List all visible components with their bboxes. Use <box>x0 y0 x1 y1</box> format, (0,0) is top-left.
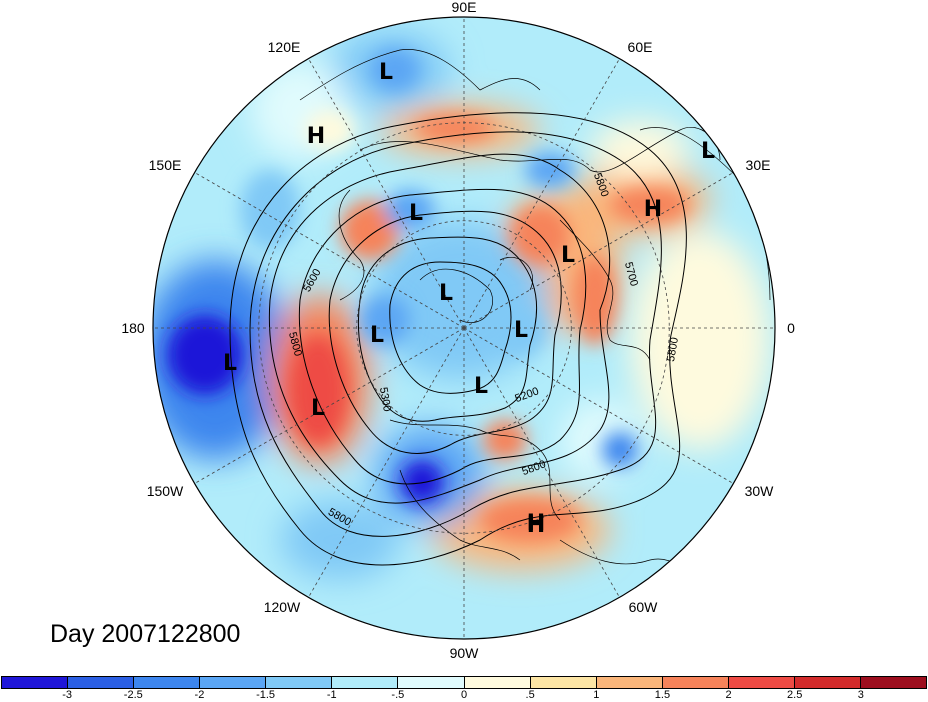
low-pressure-label: L <box>474 374 488 399</box>
low-pressure-label: L <box>311 396 325 421</box>
height-contours <box>229 112 687 566</box>
low-pressure-label: L <box>514 318 528 343</box>
colorbar-segment <box>861 677 927 688</box>
longitude-label: 120E <box>268 39 301 55</box>
colorbar-segment <box>596 677 663 688</box>
meridian-line <box>308 58 465 329</box>
meridian-line <box>194 172 465 329</box>
high-pressure-label: H <box>644 197 662 222</box>
longitude-label: 0 <box>787 320 795 336</box>
longitude-label: 120W <box>264 599 301 615</box>
map-boundary <box>152 16 776 640</box>
colorbar-tick-label: -.5 <box>391 689 405 701</box>
colorbar-segment <box>530 677 597 688</box>
high-pressure-label: H <box>527 511 545 536</box>
longitude-label: 150E <box>149 157 182 173</box>
colorbar-segment <box>2 677 69 688</box>
longitude-label: 90W <box>450 645 480 661</box>
low-pressure-label: L <box>223 351 237 376</box>
anomaly-field <box>153 17 775 639</box>
colorbar-tick-label: -1 <box>326 689 337 701</box>
colorbar-segment <box>464 677 531 688</box>
colorbar-segment <box>398 677 465 688</box>
contour-label: 5800 <box>665 336 681 362</box>
colorbar-tick-labels: -3 -2.5 -2 -1.5 -1 -.5 0 .5 1 1.5 2 2.5 3 <box>1 689 927 702</box>
low-pressure-label: L <box>439 281 453 306</box>
colorbar-tick-label: 1.5 <box>654 689 671 701</box>
low-pressure-label: L <box>561 243 575 268</box>
longitude-label: 90E <box>452 0 477 15</box>
colorbar-segment <box>662 677 729 688</box>
graticule <box>153 17 775 639</box>
contour-label: 5300 <box>377 386 393 412</box>
longitude-label: 30W <box>745 483 775 499</box>
low-pressure-label: L <box>701 139 715 164</box>
meridian-line <box>463 327 734 484</box>
colorbar-tick-label: 2.5 <box>787 689 803 701</box>
colorbar-tick-label: 3 <box>857 689 864 701</box>
meridian-line <box>308 327 465 598</box>
high-pressure-label: H <box>527 513 545 538</box>
colorbar-segment <box>728 677 795 688</box>
colorbar-tick-label: 0 <box>460 689 468 701</box>
colorbar-tick-label: -1.5 <box>256 689 276 701</box>
day-label: Day 2007122800 <box>50 620 241 648</box>
longitude-label: 30E <box>746 157 771 173</box>
colorbar-tick-label: -3 <box>62 689 73 701</box>
colorbar-tick-label: -2.5 <box>123 689 143 701</box>
colorbar <box>1 676 927 689</box>
low-pressure-label: L <box>370 323 384 348</box>
longitude-label: 180 <box>121 320 145 336</box>
anomaly-cores <box>167 48 690 542</box>
meridian-line <box>194 327 465 484</box>
low-pressure-label: L <box>379 60 393 85</box>
latitude-circle <box>356 220 572 436</box>
longitude-label: 150W <box>147 483 184 499</box>
latitude-circle <box>258 122 670 534</box>
coastlines <box>299 49 771 591</box>
colorbar-tick-label: 2 <box>725 689 732 701</box>
colorbar-segment <box>68 677 135 688</box>
low-pressure-label: L <box>409 201 423 226</box>
colorbar-tick-label: -2 <box>194 689 205 701</box>
meridian-line <box>463 172 734 329</box>
colorbar-segment <box>266 677 333 688</box>
meridian-line <box>463 58 620 329</box>
colorbar-segment <box>200 677 267 688</box>
colorbar-tick-label: .5 <box>525 689 535 701</box>
meridian-line <box>463 327 620 598</box>
longitude-label: 60E <box>628 39 653 55</box>
colorbar-segment <box>794 677 862 688</box>
colorbar-segment <box>332 677 399 688</box>
colorbar-segment <box>134 677 201 688</box>
longitude-label: 60W <box>629 599 659 615</box>
high-pressure-label: H <box>307 124 325 149</box>
colorbar-tick-label: 1 <box>593 689 600 701</box>
longitude-labels: 90E 60E 30E 0 30W 60W 90W 120W 150W 180 150E 120E <box>121 0 795 661</box>
